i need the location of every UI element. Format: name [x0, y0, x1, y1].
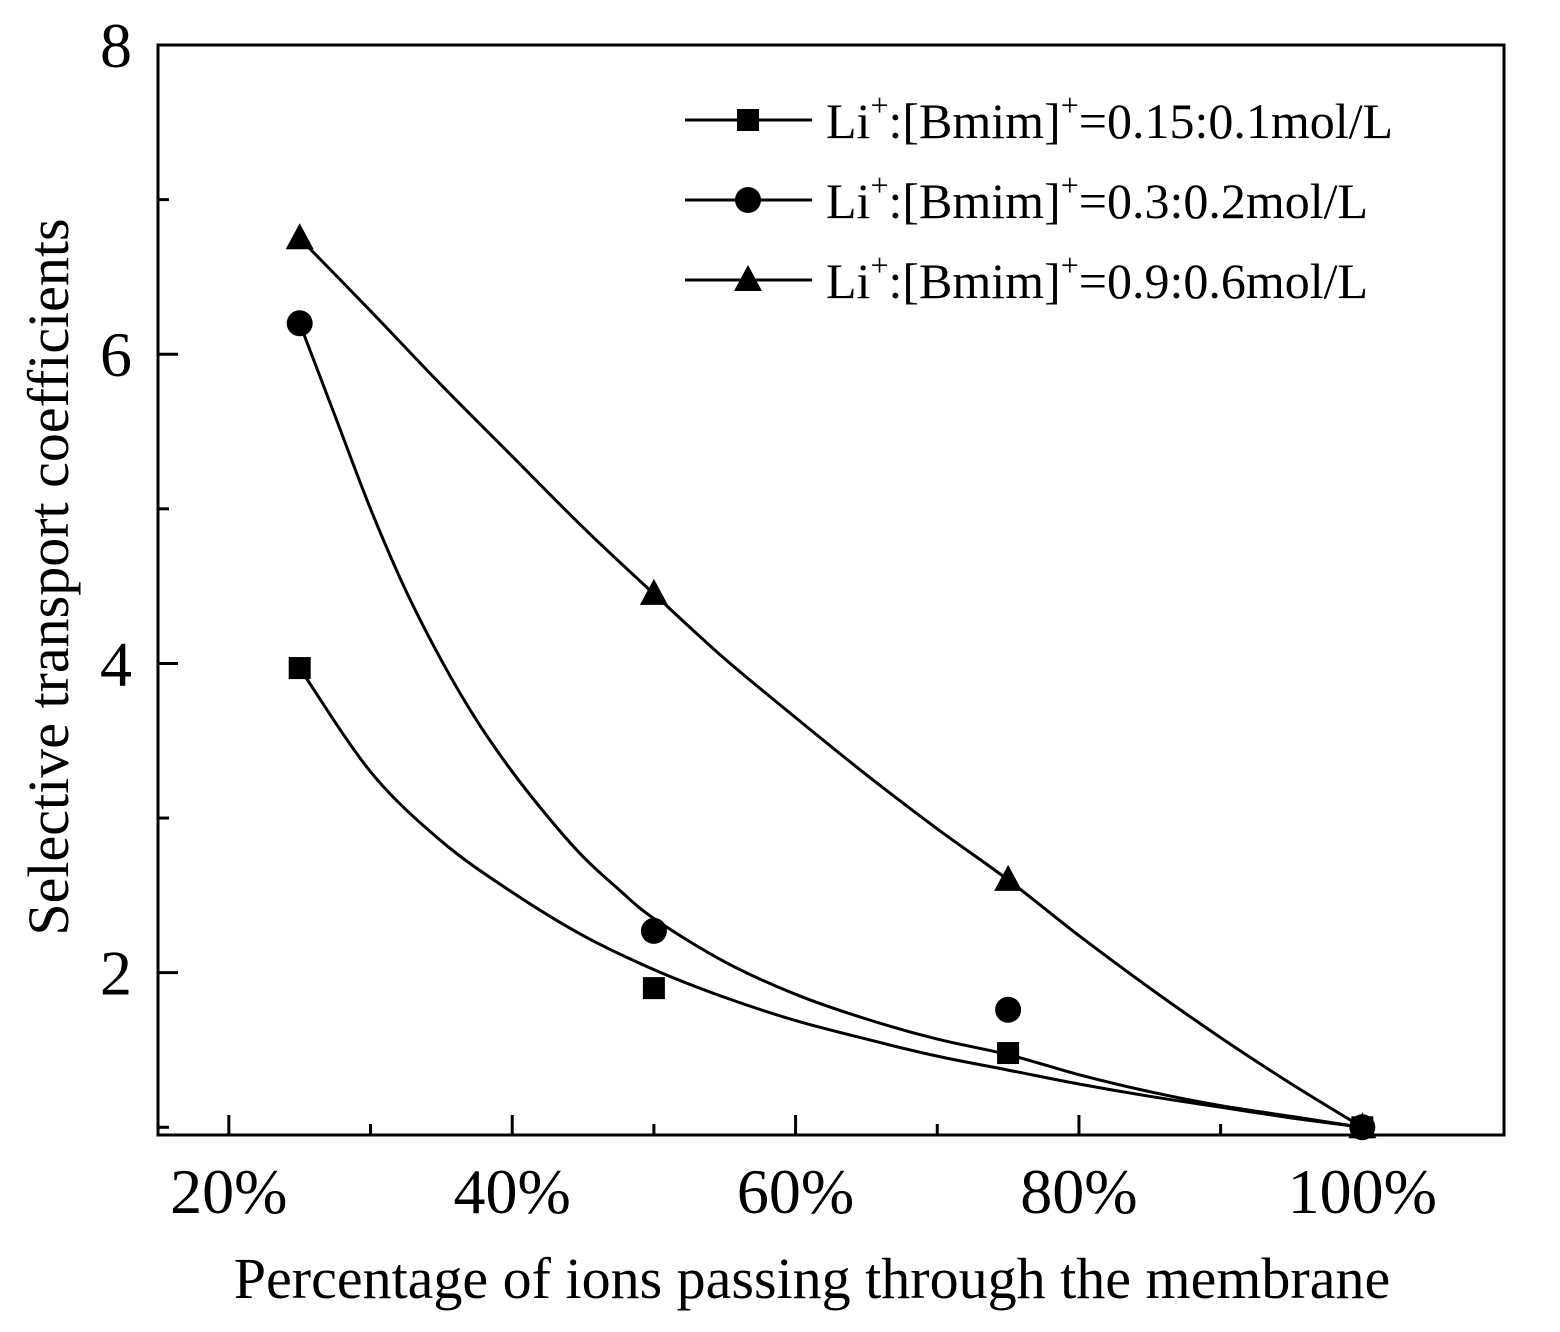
data-markers — [285, 223, 1377, 1141]
circle-marker — [995, 996, 1022, 1023]
legend-label: Li+:[Bmim]+=0.9:0.6mol/L — [826, 247, 1368, 309]
y-tick-label: 2 — [100, 938, 132, 1009]
square-marker — [288, 657, 311, 680]
legend-triangle-marker — [734, 265, 762, 291]
y-axis-ticks: 2 4 6 8 — [100, 10, 178, 1129]
x-axis-ticks: 20% 40% 60% 80% 100% — [170, 1115, 1437, 1227]
legend-item-1: Li+:[Bmim]+=0.15:0.1mol/L — [685, 87, 1393, 149]
legend-item-3: Li+:[Bmim]+=0.9:0.6mol/L — [685, 247, 1368, 309]
legend-label: Li+:[Bmim]+=0.3:0.2mol/L — [826, 167, 1368, 229]
circle-marker — [640, 917, 667, 944]
y-tick-label: 6 — [100, 319, 132, 390]
fit-curve-series-3 — [298, 237, 1364, 1129]
fit-curves — [298, 237, 1364, 1129]
triangle-marker — [994, 864, 1023, 891]
x-tick-label: 100% — [1288, 1156, 1437, 1227]
fit-curve-series-2 — [298, 322, 1363, 1129]
legend-circle-marker — [735, 187, 761, 213]
legend-label: Li+:[Bmim]+=0.15:0.1mol/L — [826, 87, 1393, 149]
y-tick-label: 4 — [100, 628, 132, 699]
x-tick-label: 20% — [170, 1156, 287, 1227]
square-marker — [997, 1042, 1020, 1065]
plot-frame — [156, 43, 1506, 1137]
circle-marker — [286, 310, 313, 337]
y-tick-label: 8 — [100, 10, 132, 81]
triangle-marker — [285, 223, 314, 250]
fit-curve-series-1 — [298, 667, 1363, 1129]
x-tick-label: 60% — [737, 1156, 854, 1227]
square-marker — [642, 977, 665, 1000]
x-axis-title: Percentage of ions passing through the m… — [234, 1246, 1390, 1311]
legend-square-marker — [737, 109, 759, 131]
x-tick-label: 80% — [1020, 1156, 1137, 1227]
triangle-marker — [1348, 1112, 1377, 1139]
triangle-marker — [639, 578, 668, 605]
legend-item-2: Li+:[Bmim]+=0.3:0.2mol/L — [685, 167, 1368, 229]
x-tick-label: 40% — [454, 1156, 571, 1227]
legend: Li+:[Bmim]+=0.15:0.1mol/L Li+:[Bmim]+=0.3… — [685, 87, 1393, 309]
y-axis-title: Selective transport coefficients — [16, 218, 81, 935]
